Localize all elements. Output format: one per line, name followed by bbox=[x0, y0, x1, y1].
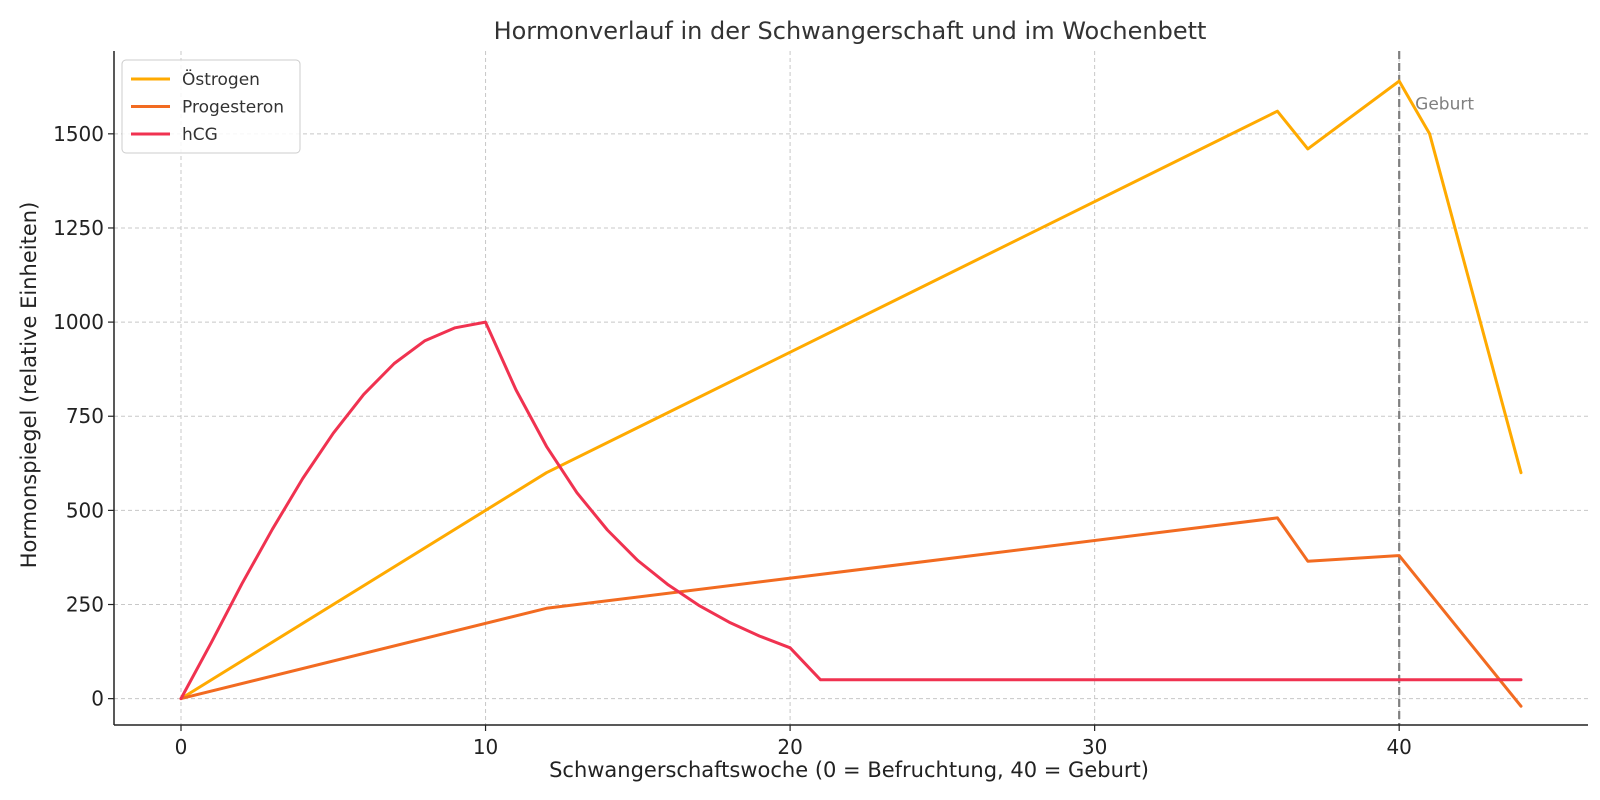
annotations: Geburt bbox=[1398, 51, 1474, 725]
series-line-hcg bbox=[179, 320, 1523, 701]
series-line-progesteron bbox=[179, 516, 1523, 708]
series-lines bbox=[179, 79, 1523, 708]
x-tick-label: 40 bbox=[1386, 735, 1411, 759]
tick-labels: 0 10 20 30 40 0 250 500 750 1000 1250 1500 bbox=[53, 122, 1412, 759]
legend-box bbox=[121, 59, 301, 154]
y-tick-label: 0 bbox=[91, 687, 104, 711]
y-axis-label: Hormonspiegel (relative Einheiten) bbox=[17, 202, 41, 569]
x-tick-label: 0 bbox=[175, 735, 188, 759]
y-tick-label: 1250 bbox=[53, 216, 104, 240]
legend-label: hCG bbox=[182, 125, 218, 145]
gridlines bbox=[114, 51, 1588, 725]
axes bbox=[108, 51, 1588, 731]
x-tick-label: 20 bbox=[777, 735, 802, 759]
x-tick-label: 30 bbox=[1082, 735, 1107, 759]
legend-label: Progesteron bbox=[182, 98, 284, 118]
y-tick-label: 750 bbox=[66, 404, 104, 428]
chart-title: Hormonverlauf in der Schwangerschaft und… bbox=[494, 17, 1207, 45]
y-tick-label: 1000 bbox=[53, 310, 104, 334]
legend-label: Östrogen bbox=[182, 68, 260, 90]
x-axis-label: Schwangerschaftswoche (0 = Befruchtung, … bbox=[549, 758, 1149, 782]
y-tick-label: 1500 bbox=[53, 122, 104, 146]
y-tick-label: 250 bbox=[66, 593, 104, 617]
birth-marker-label: Geburt bbox=[1415, 94, 1474, 114]
series-line-östrogen bbox=[179, 79, 1523, 701]
y-tick-label: 500 bbox=[66, 498, 104, 522]
x-tick-label: 10 bbox=[473, 735, 498, 759]
legend: Östrogen Progesteron hCG bbox=[121, 59, 301, 154]
